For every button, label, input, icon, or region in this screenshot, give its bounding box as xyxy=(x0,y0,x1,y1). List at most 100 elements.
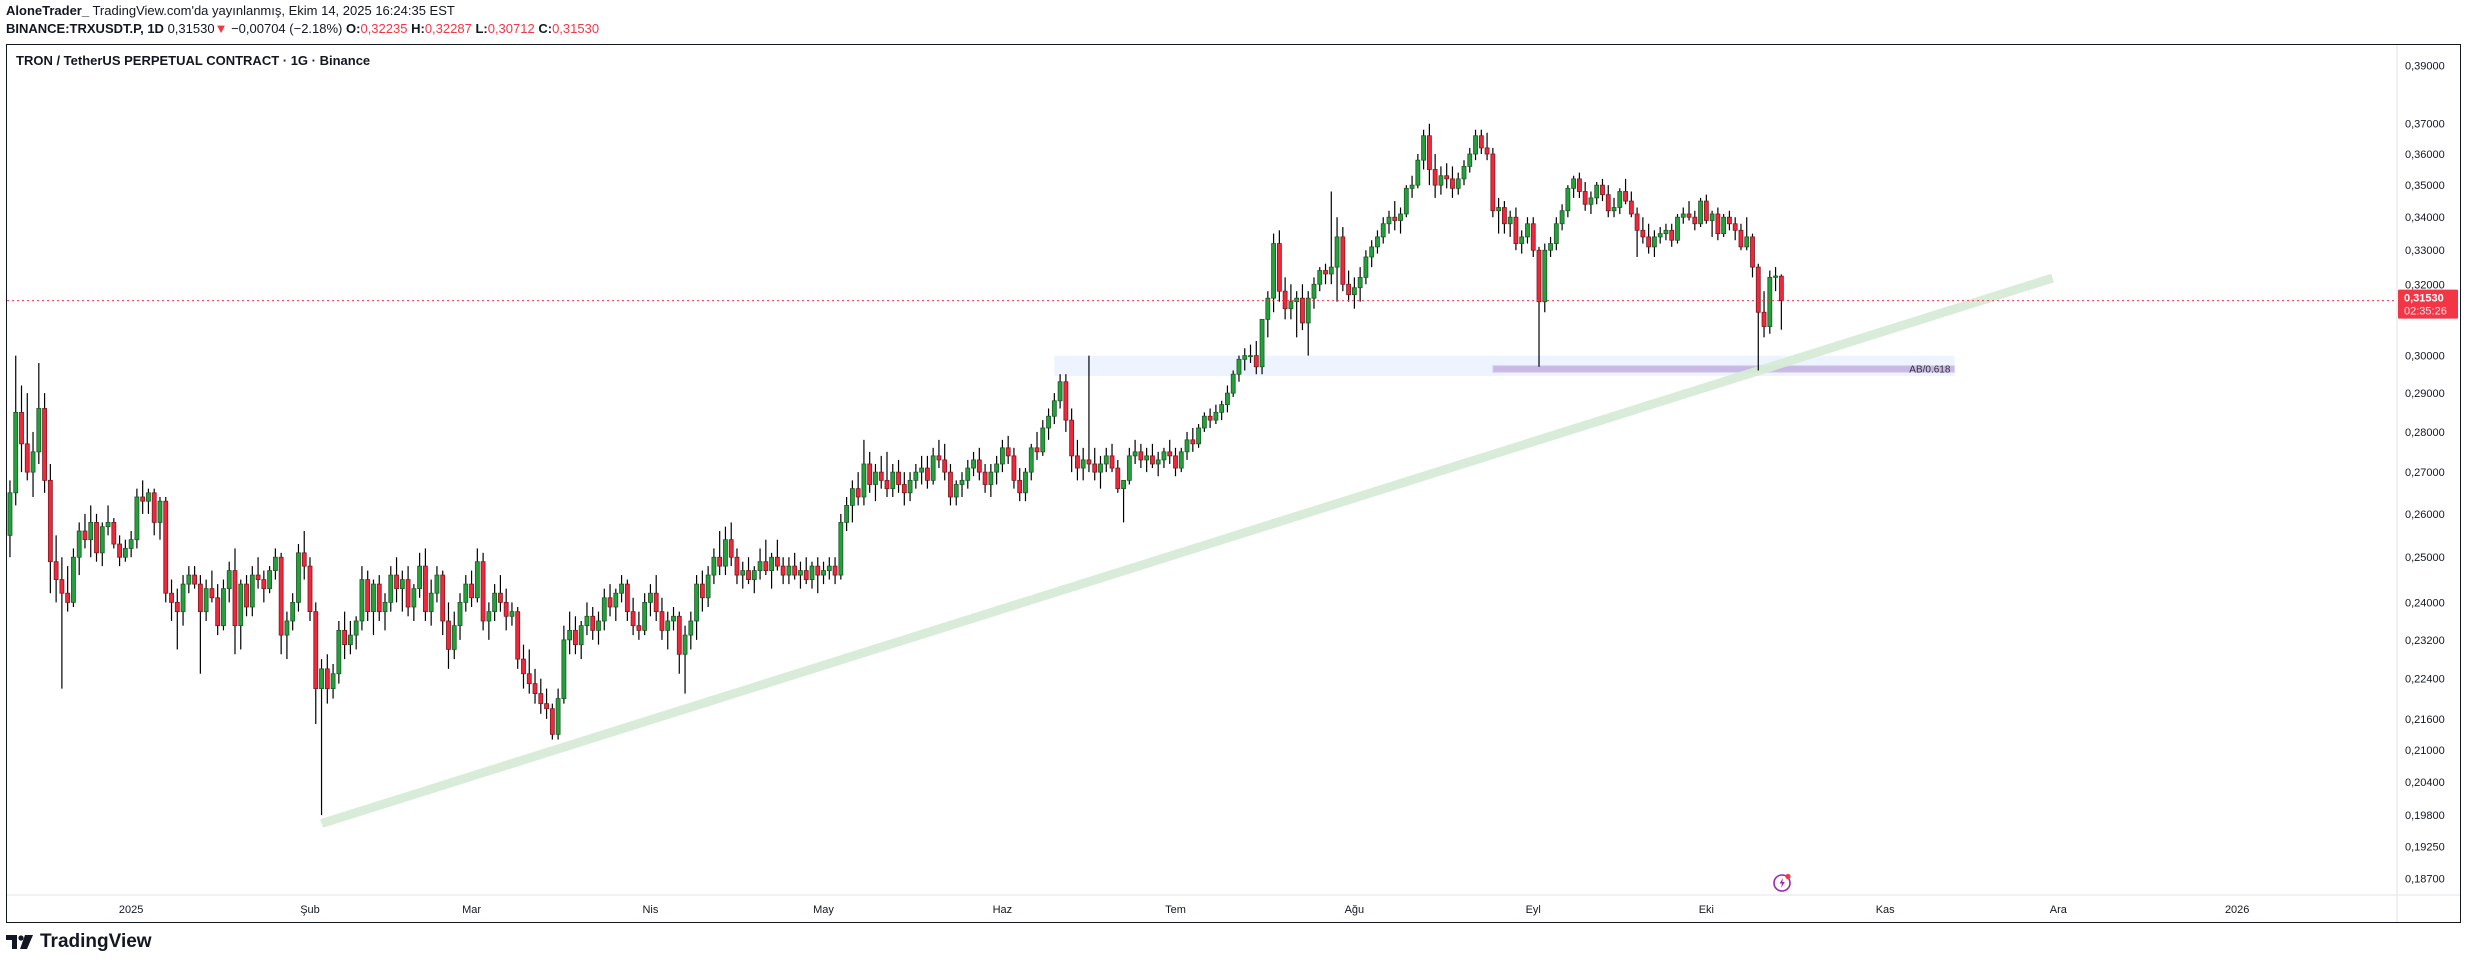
candle-up xyxy=(30,451,36,473)
candle-up xyxy=(492,592,498,613)
candle-down xyxy=(774,556,780,567)
candle-down xyxy=(942,459,948,473)
candle-up xyxy=(844,504,850,523)
candle-up xyxy=(388,574,394,603)
candle-up xyxy=(36,408,42,453)
candle-up xyxy=(1080,459,1086,469)
candle-up xyxy=(1178,451,1184,469)
time-tick-label: Eki xyxy=(1699,904,1714,916)
candle-down xyxy=(1300,297,1305,324)
candle-up xyxy=(128,539,134,549)
candle-down xyxy=(1577,178,1582,192)
candle-up xyxy=(186,574,192,585)
candle-down xyxy=(1530,223,1536,251)
candle-up xyxy=(786,565,792,576)
candle-up xyxy=(1594,184,1600,199)
price-tick-label: 0,24000 xyxy=(2405,597,2445,609)
candle-down xyxy=(1501,207,1507,225)
candle-down xyxy=(607,597,613,608)
candle-down xyxy=(192,574,198,585)
candle-down xyxy=(1755,266,1761,313)
price-tick-label: 0,20400 xyxy=(2405,777,2445,789)
candle-down xyxy=(659,611,665,631)
candle-up xyxy=(509,611,515,617)
candle-down xyxy=(174,601,180,613)
price-tick-label: 0,28000 xyxy=(2405,427,2445,439)
candle-up xyxy=(688,620,694,636)
close-label: C: xyxy=(538,21,553,36)
candle-up xyxy=(1398,213,1403,221)
candle-down xyxy=(936,455,942,461)
brand-name: TradingView xyxy=(40,931,152,952)
candle-down xyxy=(1478,135,1484,149)
candle-up xyxy=(1507,216,1513,225)
candle-up xyxy=(619,583,624,594)
candle-up xyxy=(99,526,105,554)
candle-down xyxy=(746,570,751,580)
candle-down xyxy=(1173,455,1178,469)
tradingview-logo-icon xyxy=(6,935,33,949)
candle-up xyxy=(907,479,913,494)
candle-up xyxy=(1675,216,1680,241)
candle-up xyxy=(180,583,186,613)
candle-down xyxy=(1432,169,1438,186)
price-tick-label: 0,29000 xyxy=(2405,388,2445,400)
price-tick-label: 0,19800 xyxy=(2405,810,2445,822)
candle-down xyxy=(1715,213,1721,235)
price-tick-label: 0,33000 xyxy=(2405,245,2445,257)
candle-up xyxy=(486,611,492,622)
candle-up xyxy=(1767,276,1773,327)
candle-down xyxy=(1703,200,1709,221)
price-tick-label: 0,27000 xyxy=(2405,467,2445,479)
candle-up xyxy=(71,556,76,603)
time-tick-label: Tem xyxy=(1165,904,1186,916)
candle-down xyxy=(24,443,30,473)
candle-up xyxy=(861,463,867,498)
candle-down xyxy=(1490,153,1496,212)
candle-down xyxy=(948,471,953,498)
candle-up xyxy=(913,471,919,481)
open-value: 0,32235 xyxy=(360,21,408,36)
candle-up xyxy=(555,698,561,735)
candle-up xyxy=(7,492,13,536)
candle-down xyxy=(521,658,526,675)
candle-down xyxy=(446,620,451,650)
candle-up xyxy=(1121,479,1126,490)
candle-up xyxy=(347,634,353,646)
candle-up xyxy=(849,488,855,506)
candle-down xyxy=(526,673,532,685)
candle-up xyxy=(671,615,676,622)
candle-down xyxy=(1738,229,1744,248)
candle-up xyxy=(1028,447,1034,473)
candle-down xyxy=(832,565,838,576)
candle-down xyxy=(503,601,509,617)
candle-up xyxy=(1663,229,1669,235)
candle-down xyxy=(140,496,146,502)
candle-down xyxy=(342,629,348,646)
price-tick-label: 0,30000 xyxy=(2405,351,2445,363)
candle-down xyxy=(1634,213,1640,231)
chart-frame xyxy=(6,44,2461,923)
candle-up xyxy=(648,592,653,603)
candle-up xyxy=(751,570,757,580)
candle-down xyxy=(1340,236,1346,285)
candle-down xyxy=(1750,236,1755,268)
symbol: BINANCE:TRXUSDT.P, 1D xyxy=(6,21,164,36)
candle-up xyxy=(740,570,746,576)
candle-up xyxy=(122,548,128,558)
candle-down xyxy=(1011,455,1017,481)
candle-down xyxy=(1086,459,1092,465)
candle-down xyxy=(676,615,682,655)
candle-down xyxy=(1513,216,1519,244)
candle-up xyxy=(1230,373,1236,394)
candle-up xyxy=(1652,236,1657,248)
price-tick-label: 0,21000 xyxy=(2405,745,2445,757)
candle-up xyxy=(965,467,971,481)
candle-up xyxy=(665,620,671,631)
author-name[interactable]: AloneTrader_ xyxy=(6,3,90,18)
lightning-icon[interactable] xyxy=(1772,871,1794,893)
fib-label: AB/0.618 xyxy=(1909,364,1951,375)
candle-up xyxy=(1744,236,1750,248)
price-tick-label: 0,39000 xyxy=(2405,61,2445,73)
